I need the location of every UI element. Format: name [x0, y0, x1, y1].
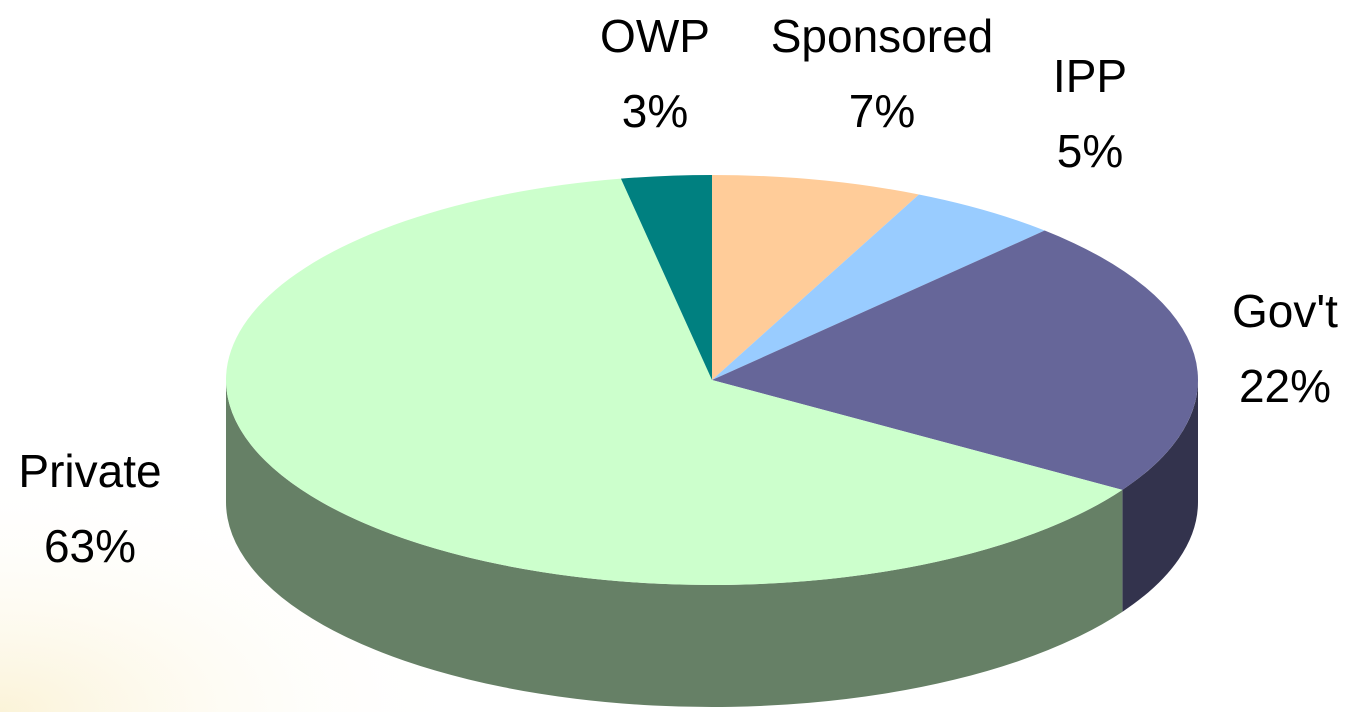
- slice-value-label: 7%: [849, 85, 915, 137]
- pie-side: [1122, 380, 1198, 612]
- slice-value-label: 5%: [1057, 125, 1123, 177]
- pie-slice: [620, 175, 712, 380]
- slice-name: IPP: [1053, 50, 1127, 102]
- slice-value-label: 63%: [44, 520, 136, 572]
- pie-labels: Sponsored 7% IPP 5% Gov't 22% Private 63% OWP 3%: [18, 10, 1338, 572]
- pie-tops: [225, 175, 1198, 586]
- slice-value-label: 3%: [622, 85, 688, 137]
- pie-slice: [712, 194, 1045, 380]
- pie-slice: [712, 175, 919, 380]
- pie-slice: [712, 230, 1198, 490]
- pie-sides: [226, 380, 1198, 707]
- pie-slice: [225, 178, 1123, 586]
- slice-name: Sponsored: [771, 10, 994, 62]
- slice-value-label: 22%: [1239, 360, 1331, 412]
- slice-name: Gov't: [1232, 285, 1338, 337]
- slice-name: Private: [18, 445, 161, 497]
- slice-name: OWP: [600, 10, 710, 62]
- pie-side: [226, 380, 1123, 707]
